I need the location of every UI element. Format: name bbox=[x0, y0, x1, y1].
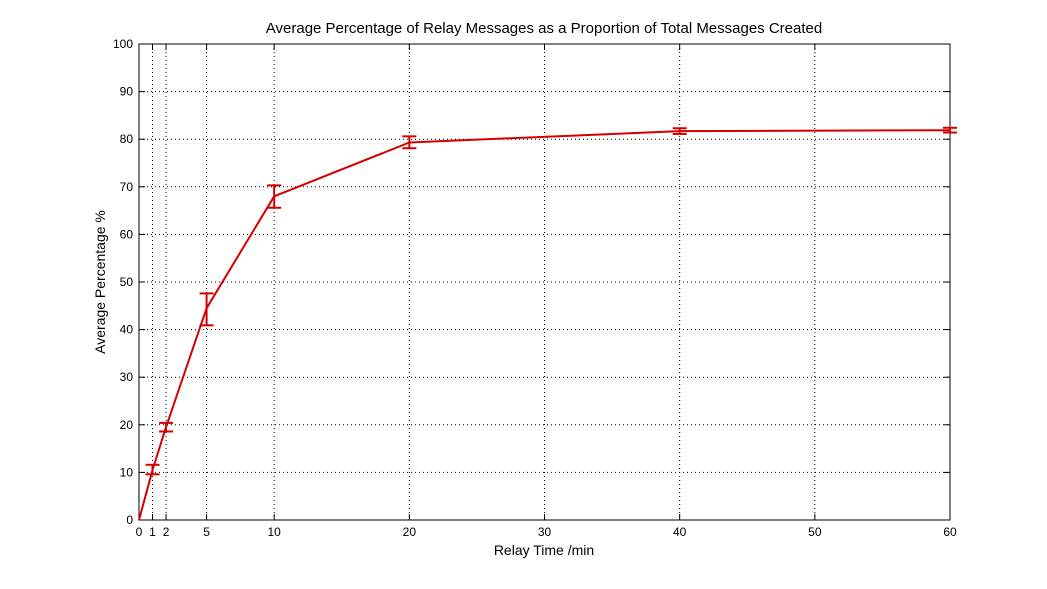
error-bar bbox=[402, 135, 417, 150]
error-bar bbox=[159, 421, 174, 433]
y-tick-label: 40 bbox=[120, 323, 134, 337]
grid-lines bbox=[139, 44, 950, 520]
y-tick-label: 0 bbox=[126, 513, 133, 527]
y-tick-label: 10 bbox=[120, 465, 134, 479]
y-tick-label: 90 bbox=[120, 85, 134, 99]
y-axis-label: Average Percentage % bbox=[92, 210, 108, 354]
y-tick-label: 100 bbox=[113, 37, 133, 51]
error-bar bbox=[199, 292, 214, 327]
x-tick-label: 40 bbox=[673, 525, 687, 539]
y-tick-label: 30 bbox=[120, 370, 134, 384]
error-bar bbox=[267, 184, 282, 209]
y-tick-label: 50 bbox=[120, 275, 134, 289]
x-tick-label: 5 bbox=[203, 525, 210, 539]
x-tick-label: 30 bbox=[538, 525, 552, 539]
y-tick-label: 20 bbox=[120, 418, 134, 432]
series-group bbox=[138, 126, 957, 521]
series-line bbox=[138, 129, 951, 521]
x-tick-label: 20 bbox=[403, 525, 417, 539]
error-bar bbox=[943, 126, 957, 134]
y-tick-label: 60 bbox=[120, 227, 134, 241]
chart-title: Average Percentage of Relay Messages as … bbox=[266, 20, 822, 37]
x-tick-label: 50 bbox=[808, 525, 822, 539]
error-bar bbox=[145, 463, 160, 476]
x-tick-label: 2 bbox=[163, 525, 170, 539]
x-axis-label: Relay Time /min bbox=[494, 542, 594, 558]
y-tick-label: 80 bbox=[120, 132, 134, 146]
x-tick-label: 10 bbox=[267, 525, 281, 539]
x-tick-label: 60 bbox=[943, 525, 957, 539]
y-tick-label: 70 bbox=[120, 180, 134, 194]
x-tick-label: 0 bbox=[136, 525, 143, 539]
error-bar bbox=[672, 127, 687, 135]
x-tick-label: 1 bbox=[149, 525, 156, 539]
